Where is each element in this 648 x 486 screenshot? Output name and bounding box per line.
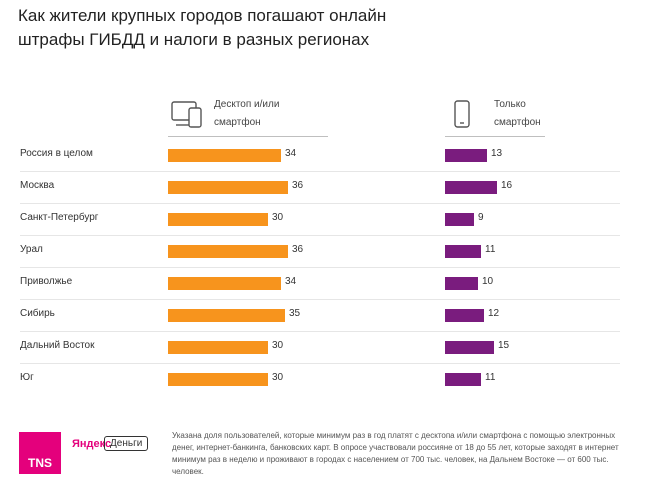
bar-smartphone <box>445 149 487 162</box>
value-label-smartphone: 11 <box>485 244 496 255</box>
column-label-desktop: Десктоп и/или смартфон <box>214 99 280 128</box>
column-divider-desktop <box>168 136 328 137</box>
row-separator <box>20 267 620 268</box>
bar-desktop <box>168 181 288 194</box>
chart-row: Приволжье 34 10 <box>0 275 648 291</box>
value-label-smartphone: 9 <box>478 212 484 223</box>
value-label-desktop: 36 <box>292 244 304 255</box>
bar-smartphone <box>445 213 474 226</box>
category-label: Юг <box>20 372 34 383</box>
bar-desktop <box>168 149 281 162</box>
chart-title: Как жители крупных городов погашают онла… <box>18 6 387 49</box>
category-label: Санкт-Петербург <box>20 212 99 223</box>
bar-desktop <box>168 341 268 354</box>
value-label-desktop: 34 <box>285 276 297 287</box>
value-label-desktop: 35 <box>289 308 301 319</box>
desktop-and-smartphone-icon <box>171 101 202 128</box>
smartphone-icon <box>454 100 470 128</box>
category-label: Россия в целом <box>20 148 93 159</box>
column-header-desktop: Десктоп и/или смартфон <box>170 96 279 132</box>
row-separator <box>20 235 620 236</box>
column-header-smartphone: Только смартфон <box>452 96 541 132</box>
category-label: Москва <box>20 180 55 191</box>
value-label-smartphone: 15 <box>498 340 510 351</box>
bar-desktop <box>168 245 288 258</box>
row-separator <box>20 299 620 300</box>
chart-row: Россия в целом 34 13 <box>0 147 648 163</box>
value-label-smartphone: 11 <box>485 372 496 383</box>
value-label-desktop: 34 <box>285 148 297 159</box>
category-label: Сибирь <box>20 308 55 319</box>
value-label-smartphone: 13 <box>491 148 503 159</box>
value-label-desktop: 30 <box>272 212 284 223</box>
chart-row: Дальний Восток 30 15 <box>0 339 648 355</box>
bar-smartphone <box>445 373 481 386</box>
row-separator <box>20 363 620 364</box>
yandex-logo: Яндекс <box>72 438 112 450</box>
bar-desktop <box>168 373 268 386</box>
value-label-desktop: 30 <box>272 372 284 383</box>
row-separator <box>20 331 620 332</box>
tns-logo: TNS <box>19 432 61 474</box>
value-label-desktop: 36 <box>292 180 304 191</box>
footnote: Указана доля пользователей, которые мини… <box>172 431 619 476</box>
bar-desktop <box>168 277 281 290</box>
bar-smartphone <box>445 309 484 322</box>
chart-row: Юг 30 11 <box>0 371 648 387</box>
row-separator <box>20 203 620 204</box>
chart-row: Урал 36 11 <box>0 243 648 259</box>
chart-row: Сибирь 35 12 <box>0 307 648 323</box>
bar-desktop <box>168 213 268 226</box>
row-separator <box>20 171 620 172</box>
category-label: Дальний Восток <box>20 340 95 351</box>
category-label: Приволжье <box>20 276 73 287</box>
bar-smartphone <box>445 341 494 354</box>
chart-row: Москва 36 16 <box>0 179 648 195</box>
bar-desktop <box>168 309 285 322</box>
bar-smartphone <box>445 181 497 194</box>
bar-smartphone <box>445 277 478 290</box>
category-label: Урал <box>20 244 43 255</box>
column-label-smartphone: Только смартфон <box>494 99 541 128</box>
chart-row: Санкт-Петербург 30 9 <box>0 211 648 227</box>
value-label-smartphone: 16 <box>501 180 513 191</box>
bar-smartphone <box>445 245 481 258</box>
column-divider-smartphone <box>445 136 545 137</box>
value-label-desktop: 30 <box>272 340 284 351</box>
money-badge: Деньги <box>104 436 149 451</box>
value-label-smartphone: 12 <box>488 308 500 319</box>
value-label-smartphone: 10 <box>482 276 494 287</box>
